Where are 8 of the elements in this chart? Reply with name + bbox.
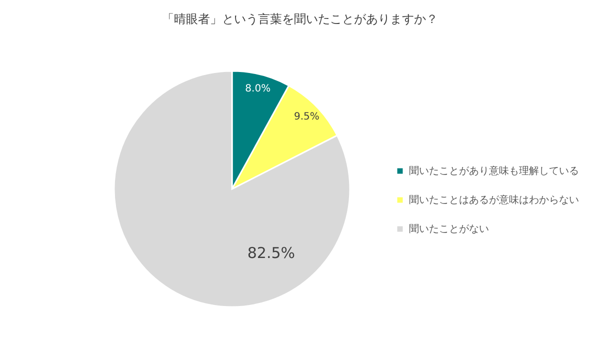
data-label: 82.5% bbox=[247, 244, 296, 262]
legend-label: 聞いたことがあり意味も理解している bbox=[409, 165, 579, 177]
pie-slice bbox=[113, 70, 351, 308]
chart-title: 「晴眼者」という言葉を聞いたことがありますか？ bbox=[162, 12, 438, 26]
data-label: 8.0% bbox=[245, 83, 271, 94]
legend-label: 聞いたことがない bbox=[409, 223, 489, 235]
data-label: 9.5% bbox=[294, 112, 320, 123]
legend-label: 聞いたことはあるが意味はわからない bbox=[409, 194, 579, 206]
